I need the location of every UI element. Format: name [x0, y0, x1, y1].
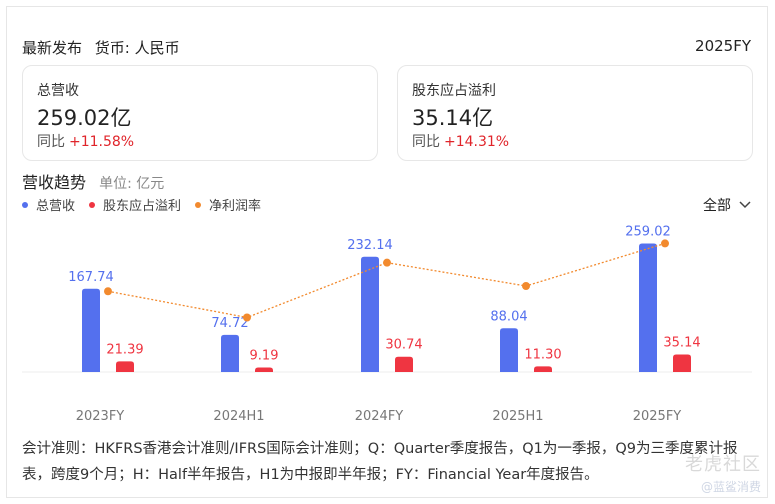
revenue-trend-chart: 167.74 21.39 2023FY 74.72 9.19 2024H1 232.14 30… [22, 224, 752, 424]
x-tick-label: 2024H1 [213, 409, 264, 424]
revenue-bar [361, 256, 379, 372]
profit-card-label: 股东应占溢利 [412, 83, 496, 99]
legend-item-profit[interactable]: 股东应占溢利 [89, 195, 181, 214]
legend-item-margin[interactable]: 净利润率 [195, 195, 261, 214]
period-label: 2025FY [695, 37, 751, 55]
period-filter-dropdown[interactable]: 全部 [703, 195, 751, 215]
revenue-card[interactable]: 总营收 259.02亿 同比 +11.58% [22, 65, 378, 161]
profit-bar [534, 366, 552, 372]
profit-yoy: 同比 +14.31% [412, 131, 509, 151]
profit-data-label: 21.39 [106, 342, 143, 357]
section-title: 营收趋势 [22, 173, 87, 192]
revenue-card-label: 总营收 [37, 83, 79, 99]
period-filter-label: 全部 [703, 198, 731, 214]
revenue-yoy-label: 同比 [37, 134, 65, 150]
margin-line [107, 242, 666, 319]
profit-bar [255, 367, 273, 372]
latest-release-title: 最新发布 [22, 39, 83, 57]
revenue-bar [221, 334, 239, 372]
accounting-note: 会计准则：HKFRS香港会计准则/IFRS国际会计准则；Q：Quarter季度报… [22, 441, 738, 483]
revenue-data-label: 259.02 [625, 224, 671, 239]
legend-dot-profit [89, 201, 96, 208]
profit-yoy-label: 同比 [412, 134, 440, 150]
revenue-bar [639, 243, 657, 372]
revenue-yoy-value: +11.58% [69, 134, 135, 150]
chevron-down-icon [739, 198, 751, 213]
profit-data-label: 11.30 [524, 347, 561, 362]
watermark-sub: @蓝鲨消费 [700, 480, 761, 494]
legend-dot-revenue [22, 201, 28, 208]
margin-point [522, 282, 530, 290]
latest-release-header: 最新发布 货币: 人民币 [22, 37, 180, 58]
x-tick-label: 2025H1 [492, 409, 543, 424]
x-tick-label: 2024FY [355, 409, 404, 424]
profit-data-label: 9.19 [250, 348, 279, 363]
legend-label-profit: 股东应占溢利 [103, 199, 182, 214]
profit-bar [673, 354, 691, 372]
revenue-bar [82, 288, 100, 372]
revenue-trend-heading: 营收趋势 单位: 亿元 [22, 169, 164, 193]
profit-data-label: 35.14 [663, 336, 700, 351]
profit-card[interactable]: 股东应占溢利 35.14亿 同比 +14.31% [397, 65, 753, 161]
legend-dot-margin [195, 201, 202, 208]
profit-yoy-value: +14.31% [444, 134, 510, 150]
profit-bar [395, 356, 413, 372]
profit-data-label: 30.74 [385, 338, 422, 353]
legend-item-revenue[interactable]: 总营收 [22, 195, 75, 214]
revenue-data-label: 167.74 [68, 270, 114, 285]
section-unit: 单位: 亿元 [99, 176, 165, 192]
watermark: 老虎社区 [685, 454, 761, 475]
x-tick-label: 2025FY [633, 409, 682, 424]
margin-point [661, 239, 669, 248]
legend-label-margin: 净利润率 [209, 199, 262, 214]
legend-label-revenue: 总营收 [36, 199, 76, 214]
revenue-card-value: 259.02亿 [37, 106, 132, 130]
chart-card-frame [6, 6, 768, 498]
revenue-data-label: 232.14 [347, 238, 393, 253]
revenue-bar [500, 328, 518, 372]
x-tick-label: 2023FY [76, 409, 125, 424]
currency-label: 货币: 人民币 [94, 39, 180, 57]
revenue-data-label: 74.72 [211, 316, 248, 331]
margin-point [243, 313, 251, 322]
profit-card-value: 35.14亿 [412, 106, 494, 130]
chart-legend: 总营收 股东应占溢利 净利润率 [22, 195, 261, 214]
revenue-data-label: 88.04 [490, 309, 527, 324]
profit-bar [116, 361, 134, 372]
revenue-yoy: 同比 +11.58% [37, 131, 134, 151]
margin-point [104, 287, 112, 296]
margin-point [383, 258, 391, 267]
